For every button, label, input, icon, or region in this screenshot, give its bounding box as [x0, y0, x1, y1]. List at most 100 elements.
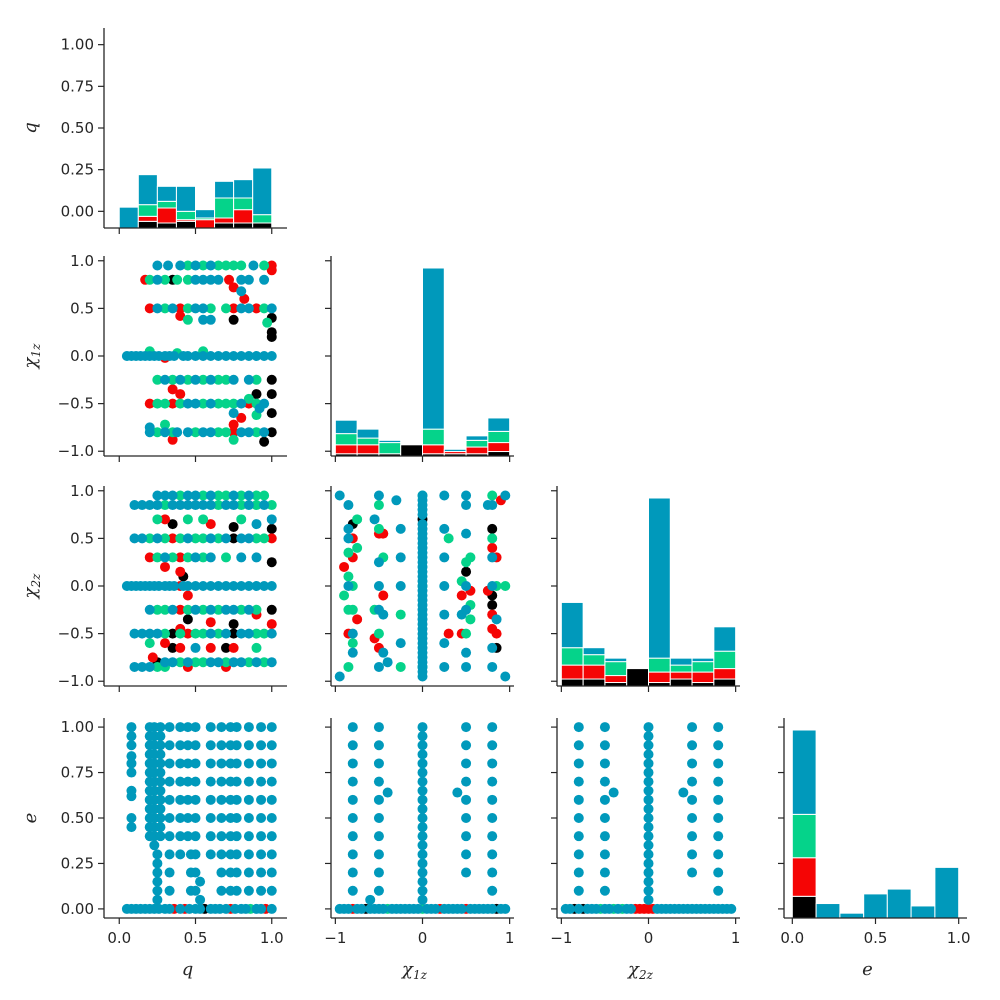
scatter-point [231, 831, 242, 842]
scatter-point [175, 657, 186, 668]
scatter-point [243, 533, 254, 544]
scatter-point [417, 749, 428, 760]
scatter-point [163, 260, 174, 271]
panel-q-vs-q: 0.00 0.25 0.50 0.75 1.00 [61, 28, 287, 234]
scatter-point [228, 434, 239, 445]
scatter-point [487, 500, 498, 511]
scatter-point [152, 374, 163, 385]
scatter-point [439, 661, 450, 672]
scatter-point [190, 374, 201, 385]
scatter-point [259, 500, 270, 511]
scatter-point [126, 731, 137, 742]
scatter-point [175, 831, 186, 842]
scatter-point [198, 657, 209, 668]
scatter-point [417, 731, 428, 742]
scatter-point [500, 581, 511, 591]
scatter-point [182, 831, 193, 842]
scatter-point [243, 351, 254, 361]
scatter-point [190, 849, 201, 860]
scatter-point [347, 885, 358, 896]
scatter-point [687, 740, 698, 751]
scatter-point [417, 767, 428, 778]
y-tick-label: 0.00 [61, 202, 94, 220]
hist-bar [791, 857, 817, 897]
scatter-point [443, 628, 454, 639]
hist-bar [560, 678, 584, 687]
scatter-point [160, 561, 170, 572]
scatter-point [343, 661, 354, 672]
scatter-point [152, 274, 163, 285]
scatter-point [195, 894, 206, 905]
scatter-point [164, 813, 175, 823]
scatter-point [373, 831, 384, 842]
scatter-point [205, 831, 216, 842]
scatter-point [190, 657, 201, 668]
scatter-point [152, 533, 163, 544]
scatter-point [251, 552, 262, 563]
scatter-point [236, 286, 247, 297]
scatter-point [175, 260, 186, 271]
scatter-point [213, 374, 224, 385]
scatter-point [167, 533, 178, 544]
scatter-point [164, 722, 175, 733]
hist-bar [422, 444, 445, 455]
scatter-point [152, 867, 163, 878]
scatter-point [251, 500, 262, 511]
scatter-point [395, 661, 406, 672]
scatter-point [190, 351, 201, 361]
x-tick-label: 1 [731, 929, 741, 947]
hist-bar [604, 657, 628, 663]
scatter-point [395, 523, 406, 534]
hist-bar [910, 905, 936, 919]
scatter-point [687, 849, 698, 860]
scatter-point [213, 604, 224, 615]
scatter-point [243, 722, 254, 733]
scatter-point [164, 849, 175, 860]
hist-bar [465, 435, 489, 441]
hist-bar [356, 428, 380, 439]
scatter-point [373, 500, 384, 511]
hist-bar [691, 661, 715, 673]
scatter-point [216, 722, 227, 733]
scatter-point [266, 533, 277, 544]
scatter-point [266, 813, 277, 823]
scatter-point [417, 722, 428, 733]
scatter-point [205, 374, 216, 385]
scatter-point [198, 427, 209, 438]
hist-bar [886, 888, 912, 919]
scatter-point [175, 903, 186, 914]
scatter-point [182, 604, 193, 615]
scatter-point [160, 274, 170, 285]
scatter-point [228, 374, 239, 385]
scatter-point [152, 894, 163, 905]
scatter-point [266, 581, 277, 591]
scatter-point [259, 436, 270, 447]
scatter-point [256, 885, 267, 896]
scatter-point [228, 408, 239, 419]
hist-bar [214, 222, 235, 229]
scatter-point [213, 398, 224, 409]
scatter-point [643, 785, 654, 796]
scatter-point [439, 638, 450, 649]
scatter-point [126, 791, 137, 802]
scatter-point [198, 314, 209, 325]
scatter-point [643, 867, 654, 878]
scatter-point [687, 758, 698, 769]
scatter-point [251, 519, 262, 530]
y-tick-label: 0.00 [61, 900, 94, 918]
x-axis-label-chi2z: χ2z [626, 959, 654, 982]
scatter-point [373, 885, 384, 896]
hist-bar [156, 200, 177, 209]
scatter-point [417, 885, 428, 896]
scatter-point [461, 776, 472, 787]
scatter-point [373, 740, 384, 751]
scatter-point [190, 867, 201, 878]
scatter-point [599, 758, 610, 769]
panel-chi1z-vs-chi1z [325, 256, 514, 462]
scatter-point [231, 867, 242, 878]
hist-bar [669, 678, 693, 687]
scatter-point [160, 638, 170, 649]
scatter-point [228, 398, 239, 409]
scatter-point [137, 533, 148, 544]
scatter-point [259, 533, 270, 544]
